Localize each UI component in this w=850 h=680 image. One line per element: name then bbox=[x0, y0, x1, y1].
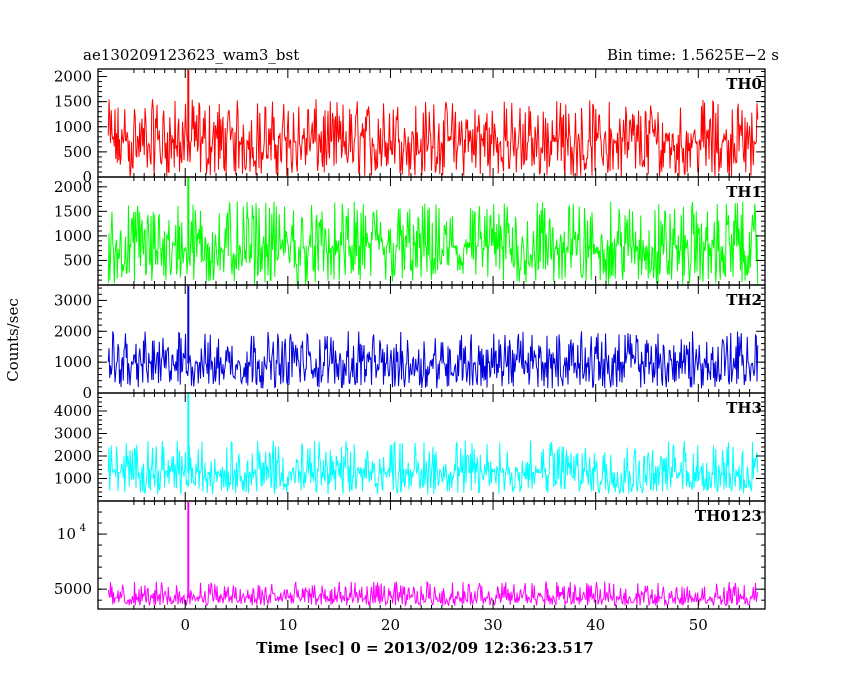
y-tick-label: 10 bbox=[57, 525, 76, 543]
panel-frame-th3 bbox=[97, 392, 766, 502]
y-tick-label: 4000 bbox=[54, 402, 92, 420]
x-tick-label: 10 bbox=[278, 616, 297, 634]
x-tick-label: 40 bbox=[586, 616, 605, 634]
x-tick-label: 50 bbox=[689, 616, 708, 634]
x-axis-label: Time [sec] 0 = 2013/02/09 12:36:23.517 bbox=[256, 639, 593, 657]
y-tick-label: 1500 bbox=[54, 93, 92, 111]
y-tick-label: 1000 bbox=[54, 353, 92, 371]
y-tick-label: 2000 bbox=[54, 178, 92, 196]
series-line-th1 bbox=[107, 201, 759, 285]
panel-label-th2: TH2 bbox=[726, 291, 762, 309]
y-tick-label: 2000 bbox=[54, 68, 92, 86]
y-tick-label: 3000 bbox=[54, 291, 92, 309]
y-tick-label: 2000 bbox=[54, 447, 92, 465]
right-title: Bin time: 1.5625E−2 s bbox=[607, 46, 779, 64]
y-tick-label: 0 bbox=[82, 384, 92, 402]
left-title: ae130209123623_wam3_bst bbox=[83, 46, 299, 64]
y-tick-label: 1500 bbox=[54, 202, 92, 220]
panel-label-th1: TH1 bbox=[726, 183, 762, 201]
y-tick-label: 500 bbox=[63, 143, 92, 161]
series-line-th2 bbox=[107, 331, 759, 389]
series-line-th0 bbox=[107, 99, 759, 177]
x-tick-label: 30 bbox=[484, 616, 503, 634]
panel-label-th3: TH3 bbox=[726, 399, 762, 417]
y-tick-label: 0 bbox=[82, 168, 92, 186]
x-tick-label: 0 bbox=[180, 616, 190, 634]
y-axis-label: Counts/sec bbox=[4, 298, 22, 382]
x-tick-label: 20 bbox=[381, 616, 400, 634]
y-tick-label-exponent: 4 bbox=[80, 523, 86, 534]
panel-frame-th0123 bbox=[97, 500, 766, 610]
y-tick-label: 500 bbox=[63, 251, 92, 269]
y-tick-label: 5000 bbox=[54, 580, 92, 598]
y-tick-label: 2000 bbox=[54, 322, 92, 340]
panel-label-th0123: TH0123 bbox=[695, 507, 762, 525]
series-line-th3 bbox=[107, 440, 759, 495]
y-tick-label: 1000 bbox=[54, 118, 92, 136]
series-line-th0123 bbox=[107, 580, 759, 608]
y-tick-label: 1000 bbox=[54, 227, 92, 245]
y-tick-label: 1000 bbox=[54, 470, 92, 488]
y-tick-label: 3000 bbox=[54, 425, 92, 443]
panel-label-th0: TH0 bbox=[726, 75, 762, 93]
